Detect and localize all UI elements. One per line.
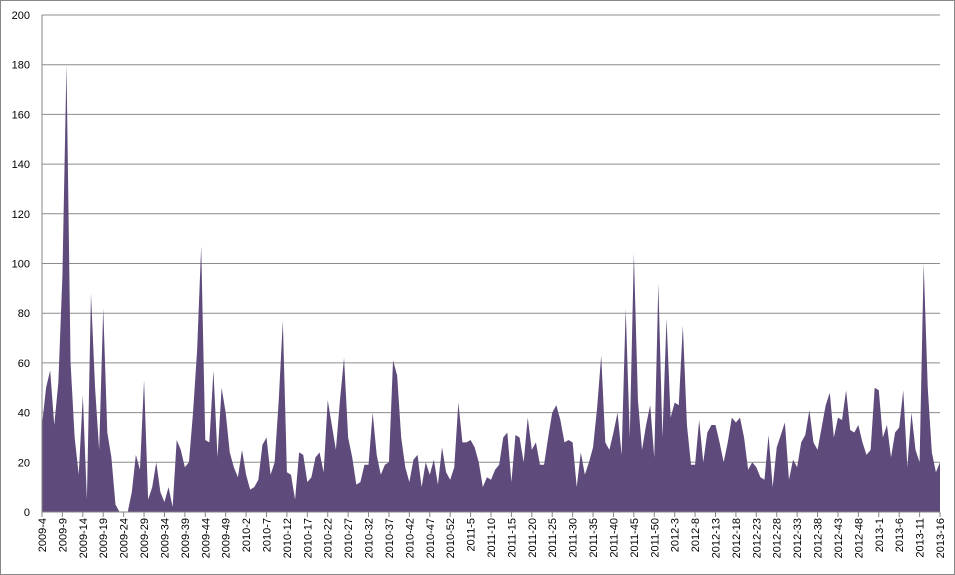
x-tick-label: 2012-33 [792,518,804,558]
x-tick-label: 2009-19 [98,518,110,558]
x-tick-label: 2011-10 [486,518,498,558]
y-tick-label: 40 [18,408,30,420]
x-tick-label: 2012-48 [853,518,865,558]
x-tick-label: 2011-30 [568,518,580,558]
x-tick-label: 2011-45 [629,518,641,558]
x-tick-label: 2009-44 [200,518,212,558]
x-tick-label: 2009-24 [119,518,131,558]
x-tick-label: 2011-25 [547,518,559,558]
x-tick-label: 2013-11 [915,518,927,558]
x-tick-label: 2013-6 [894,518,906,552]
y-tick-label: 80 [18,308,30,320]
x-tick-label: 2010-42 [404,518,416,558]
x-tick-label: 2012-8 [690,518,702,552]
y-tick-label: 200 [12,10,30,22]
y-tick-label: 180 [12,60,30,72]
x-tick-label: 2010-27 [343,518,355,558]
y-tick-label: 0 [24,507,30,519]
x-tick-label: 2012-23 [751,518,763,558]
x-tick-label: 2012-43 [833,518,845,558]
y-tick-label: 20 [18,457,30,469]
y-tick-label: 160 [12,109,30,121]
x-tick-label: 2011-35 [588,518,600,558]
y-tick-label: 140 [12,159,30,171]
x-tick-label: 2012-38 [813,518,825,558]
x-tick-label: 2012-13 [711,518,723,558]
x-tick-label: 2013-1 [874,518,886,552]
x-tick-label: 2012-3 [670,518,682,552]
x-tick-label: 2010-12 [282,518,294,558]
x-tick-label: 2012-28 [772,518,784,558]
x-tick-label: 2010-47 [425,518,437,558]
x-tick-label: 2009-14 [78,518,90,558]
x-tick-label: 2011-20 [527,518,539,558]
x-tick-label: 2010-22 [323,518,335,558]
x-tick-label: 2010-17 [302,518,314,558]
x-tick-label: 2011-5 [466,518,478,551]
x-tick-label: 2010-7 [262,518,274,552]
x-tick-label: 2013-16 [935,518,947,558]
x-tick-label: 2011-50 [649,518,661,558]
x-tick-label: 2011-40 [608,518,620,558]
x-tick-label: 2009-29 [139,518,151,558]
x-tick-label: 2009-4 [37,518,49,552]
x-tick-label: 2010-52 [445,518,457,558]
x-tick-label: 2009-39 [180,518,192,558]
x-tick-label: 2012-18 [731,518,743,558]
x-tick-label: 2009-49 [221,518,233,558]
x-tick-label: 2011-15 [506,518,518,558]
y-tick-label: 100 [12,259,30,271]
x-tick-label: 2010-32 [364,518,376,558]
y-tick-label: 120 [12,209,30,221]
y-tick-label: 60 [18,358,30,370]
x-tick-label: 2010-37 [384,518,396,558]
area [42,64,940,512]
x-tick-label: 2009-34 [159,518,171,558]
x-tick-label: 2010-2 [241,518,253,552]
x-tick-label: 2009-9 [57,518,69,552]
